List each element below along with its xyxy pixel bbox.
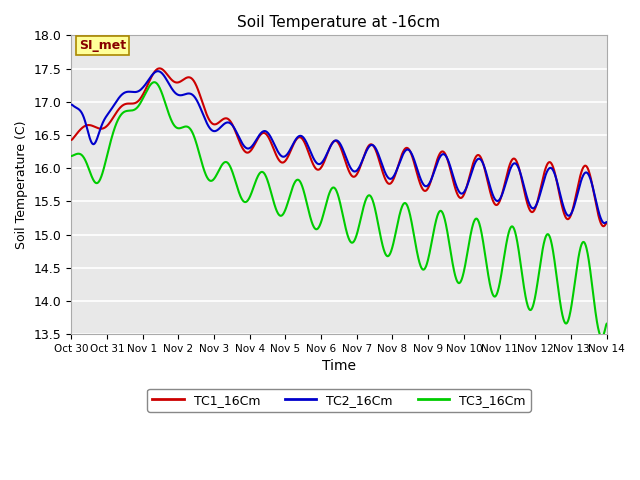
X-axis label: Time: Time <box>322 360 356 373</box>
Title: Soil Temperature at -16cm: Soil Temperature at -16cm <box>237 15 440 30</box>
Text: SI_met: SI_met <box>79 39 126 52</box>
Legend: TC1_16Cm, TC2_16Cm, TC3_16Cm: TC1_16Cm, TC2_16Cm, TC3_16Cm <box>147 389 531 411</box>
Y-axis label: Soil Temperature (C): Soil Temperature (C) <box>15 120 28 249</box>
